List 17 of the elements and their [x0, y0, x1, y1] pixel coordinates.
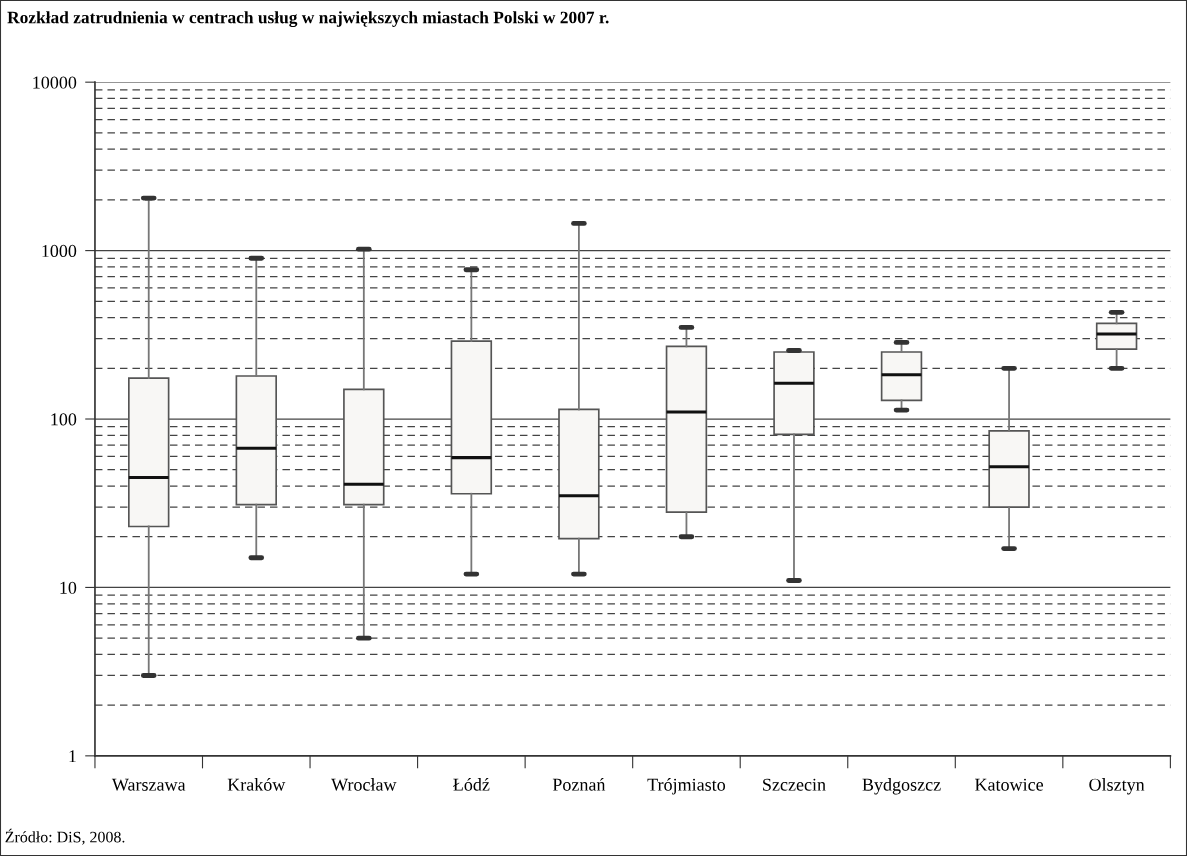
chart-title: Rozkład zatrudnienia w centrach usług w największych miastach Polski w 2007 r.: [7, 11, 609, 28]
x-tick-label: Szczecin: [763, 778, 826, 791]
text: Źródło: DiS, 2008.: [5, 828, 125, 845]
x-tick-label: Katowice: [975, 778, 1044, 791]
x-tick-label: Trójmiasto: [647, 778, 726, 795]
x-tick-label: Olsztyn: [1089, 778, 1145, 795]
x-tick-label: Warszawa: [111, 778, 186, 791]
y-tick-label: 1000: [42, 244, 77, 258]
x-tick-label: Kraków: [227, 778, 286, 791]
y-tick-label: 1: [69, 750, 76, 763]
y-tick-label: 10000: [33, 76, 77, 89]
x-tick-label: Wrocław: [331, 778, 397, 791]
x-tick-label: Poznań: [552, 778, 606, 791]
y-tick-label: 100: [51, 413, 77, 426]
y-tick-label: 10: [60, 581, 77, 594]
x-tick-label: Bydgoszcz: [862, 778, 941, 795]
x-tick-label: Łódź: [453, 778, 490, 791]
